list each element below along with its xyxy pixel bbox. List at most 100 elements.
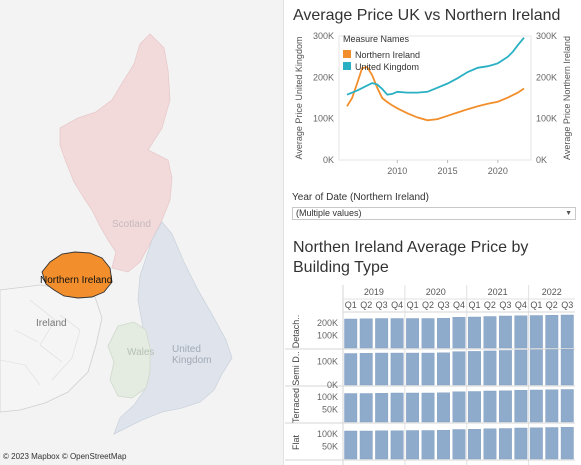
- quarter-header: Q1: [407, 300, 419, 310]
- series-line-northern-ireland[interactable]: [346, 65, 525, 122]
- bar[interactable]: [421, 430, 435, 460]
- bar[interactable]: [390, 392, 404, 423]
- bar[interactable]: [452, 351, 466, 386]
- bar[interactable]: [375, 352, 389, 386]
- bar[interactable]: [468, 391, 481, 423]
- bar[interactable]: [498, 428, 512, 460]
- bar[interactable]: [390, 430, 404, 460]
- bar[interactable]: [406, 352, 420, 386]
- row-label: Semi D..: [291, 351, 301, 386]
- year-filter-label: Year of Date (Northern Ireland): [292, 192, 429, 203]
- bar[interactable]: [375, 318, 389, 349]
- year-filter-value: (Multiple values): [296, 208, 362, 218]
- y-left-tick-label: 200K: [313, 72, 334, 82]
- bar[interactable]: [452, 391, 466, 423]
- bar[interactable]: [514, 315, 528, 349]
- bar[interactable]: [437, 430, 450, 460]
- bar[interactable]: [437, 392, 450, 423]
- bar[interactable]: [375, 393, 389, 423]
- line-chart-title: Average Price UK vs Northern Ireland: [293, 7, 561, 24]
- bar[interactable]: [529, 315, 543, 349]
- bar[interactable]: [344, 430, 358, 460]
- bar[interactable]: [498, 350, 512, 386]
- y-right-tick-label: 0K: [536, 155, 547, 165]
- quarter-header: Q2: [360, 300, 372, 310]
- x-tick-label: 2020: [488, 166, 508, 176]
- legend-swatch[interactable]: [343, 62, 351, 70]
- line-chart[interactable]: Average Price United Kingdom Average Pri…: [285, 28, 581, 188]
- legend-entry[interactable]: Northern Ireland: [355, 50, 420, 60]
- bar[interactable]: [483, 350, 497, 386]
- scotland-region[interactable]: [59, 33, 173, 273]
- bar[interactable]: [437, 352, 450, 386]
- y-right-tick-label: 100K: [536, 114, 557, 124]
- england-region[interactable]: [113, 221, 233, 435]
- bar[interactable]: [359, 318, 373, 349]
- bar[interactable]: [468, 316, 481, 349]
- bar[interactable]: [359, 353, 373, 386]
- bar[interactable]: [545, 389, 559, 423]
- row-tick-label: 50K: [322, 405, 338, 415]
- bar[interactable]: [529, 389, 543, 423]
- northern-ireland-region[interactable]: [41, 251, 113, 299]
- bar[interactable]: [468, 351, 481, 386]
- bar[interactable]: [483, 316, 497, 349]
- legend-swatch[interactable]: [343, 50, 351, 58]
- ireland-county-borders: [0, 299, 81, 386]
- bar[interactable]: [560, 427, 574, 460]
- row-tick-label: 100K: [317, 331, 338, 341]
- bar[interactable]: [560, 389, 574, 423]
- bar[interactable]: [483, 428, 497, 460]
- bar[interactable]: [452, 429, 466, 460]
- bar[interactable]: [545, 427, 559, 460]
- bar[interactable]: [560, 314, 574, 349]
- uk-map[interactable]: Northern Ireland Scotland Ireland Wales …: [0, 0, 283, 465]
- wales-region[interactable]: [107, 321, 151, 399]
- quarter-header: Q3: [499, 300, 511, 310]
- quarter-header: Q2: [422, 300, 434, 310]
- bar[interactable]: [468, 429, 481, 460]
- quarter-header: Q1: [530, 300, 542, 310]
- bar[interactable]: [406, 392, 420, 423]
- bar[interactable]: [560, 349, 574, 386]
- bar[interactable]: [421, 318, 435, 349]
- map-canvas[interactable]: [0, 0, 283, 465]
- bar[interactable]: [437, 318, 450, 349]
- bar[interactable]: [514, 427, 528, 460]
- bar[interactable]: [421, 392, 435, 423]
- series-line-united-kingdom[interactable]: [346, 37, 525, 96]
- bar[interactable]: [529, 427, 543, 460]
- bar[interactable]: [421, 352, 435, 386]
- bar[interactable]: [514, 390, 528, 423]
- bar[interactable]: [545, 315, 559, 349]
- bar[interactable]: [452, 317, 466, 349]
- bar[interactable]: [406, 318, 420, 349]
- bar[interactable]: [390, 318, 404, 349]
- bar[interactable]: [498, 315, 512, 349]
- year-filter-dropdown[interactable]: (Multiple values) ▼: [292, 207, 576, 220]
- bar[interactable]: [344, 393, 358, 423]
- y-right-axis-label: Average Price Northern Ireland: [562, 36, 572, 160]
- bar[interactable]: [545, 349, 559, 386]
- bar[interactable]: [375, 430, 389, 460]
- x-tick-label: 2015: [438, 166, 458, 176]
- bar[interactable]: [483, 390, 497, 423]
- bar[interactable]: [498, 390, 512, 423]
- map-attribution: © 2023 Mapbox © OpenStreetMap: [3, 452, 127, 461]
- y-left-axis-label: Average Price United Kingdom: [294, 37, 304, 160]
- bar[interactable]: [344, 318, 358, 349]
- bar[interactable]: [390, 352, 404, 386]
- bar[interactable]: [514, 349, 528, 386]
- ireland-region[interactable]: [0, 284, 103, 413]
- bar-chart-title: Northen Ireland Average Price by Buildin…: [293, 239, 529, 276]
- bar[interactable]: [359, 393, 373, 423]
- row-tick-label: 100K: [317, 357, 338, 367]
- row-tick-label: 100K: [317, 392, 338, 402]
- legend-entry[interactable]: United Kingdom: [355, 62, 419, 72]
- bar[interactable]: [359, 430, 373, 460]
- bar[interactable]: [406, 430, 420, 460]
- bar[interactable]: [344, 353, 358, 386]
- bar[interactable]: [529, 349, 543, 386]
- chevron-down-icon[interactable]: ▼: [565, 210, 572, 217]
